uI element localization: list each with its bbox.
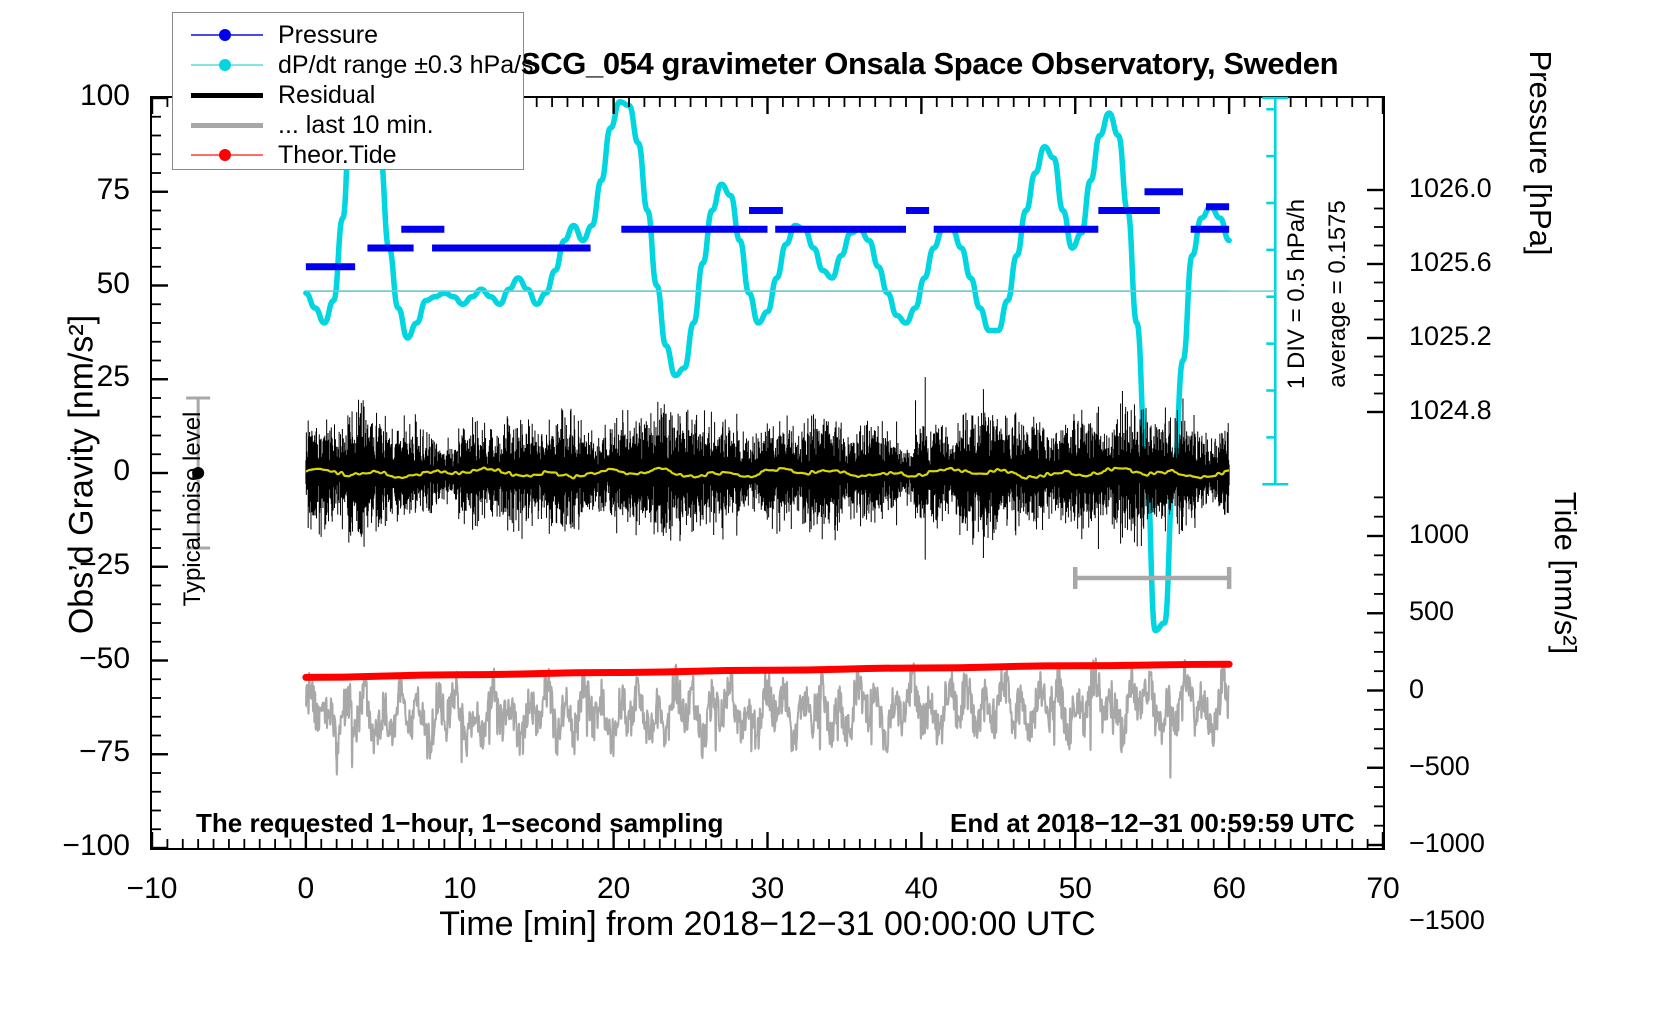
y-tick-label--25: −25 — [79, 547, 130, 581]
legend-item-theortide[interactable]: Theor.Tide — [173, 141, 523, 169]
x-tick-label-30: 30 — [750, 872, 785, 905]
x-tick-label-20: 20 — [596, 872, 631, 905]
tide-tick-label-0: 1000 — [1409, 519, 1470, 549]
x-tick-label-0: 0 — [297, 872, 315, 905]
legend-label-dpdt: dP/dt range ±0.3 hPa/s — [278, 50, 534, 79]
y-tick-label--50: −50 — [79, 641, 130, 675]
legend[interactable]: Pressure dP/dt range ±0.3 hPa/s Residual… — [172, 12, 534, 170]
legend-swatch-dpdt — [173, 55, 278, 75]
legend-label-pressure: Pressure — [278, 20, 379, 49]
x-axis-title: Time [min] from 2018−12−31 00:00:00 UTC — [439, 905, 1096, 943]
footer-note-left: The requested 1−hour, 1−second sampling — [196, 808, 724, 838]
legend-label-last10: ... last 10 min. — [278, 110, 434, 139]
legend-swatch-residual — [173, 85, 278, 105]
y-tick-label--75: −75 — [79, 735, 130, 769]
tide-tick-label-5: −1500 — [1409, 905, 1485, 936]
legend-item-residual[interactable]: Residual — [173, 81, 523, 109]
legend-label-residual: Residual — [278, 80, 376, 109]
pressure-tick-label-0: 1026.0 — [1409, 173, 1492, 203]
tide-tick-label-2: 0 — [1409, 673, 1425, 704]
x-tick-label-40: 40 — [904, 872, 939, 905]
x-tick-label-70: 70 — [1366, 872, 1400, 905]
x-tick-label-60: 60 — [1212, 872, 1246, 905]
plot-frame — [150, 96, 1385, 850]
legend-item-pressure[interactable]: Pressure — [173, 21, 523, 49]
tide-tick-label-3: −500 — [1409, 750, 1470, 781]
footer-note-right: End at 2018−12−31 00:59:59 UTC — [950, 808, 1355, 838]
x-tick-label-10: 10 — [443, 872, 477, 905]
typical-noise-level-annotation: Typical noise level — [173, 395, 213, 615]
average-annotation: average = 0.1575 — [1318, 180, 1358, 400]
legend-item-dpdt[interactable]: dP/dt range ±0.3 hPa/s — [173, 51, 534, 79]
legend-swatch-pressure — [173, 25, 278, 45]
x-tick-label-50: 50 — [1058, 872, 1092, 905]
y-tick-label-75: 75 — [96, 172, 130, 206]
y-tick-label-50: 50 — [96, 266, 130, 300]
legend-label-theortide: Theor.Tide — [278, 140, 397, 169]
pressure-tick-label-3: 1024.8 — [1409, 395, 1492, 425]
y-tick-label-25: 25 — [96, 360, 130, 394]
plot-area — [152, 98, 1383, 848]
legend-swatch-theortide — [173, 145, 278, 165]
tide-tick-label-4: −1000 — [1409, 828, 1485, 858]
legend-swatch-last10 — [173, 115, 278, 135]
pressure-tick-label-1: 1025.6 — [1409, 247, 1492, 277]
tide-tick-label-1: 500 — [1409, 596, 1455, 627]
plot-canvas — [186, 98, 1233, 779]
y-tick-label--100: −100 — [62, 829, 130, 862]
x-tick-label--10: −10 — [126, 872, 178, 905]
pressure-tick-label-2: 1025.2 — [1409, 321, 1492, 351]
y-tick-label-0: 0 — [113, 454, 130, 487]
div-scale-label: 1 DIV = 0.5 hPa/h — [1283, 198, 1310, 390]
chart-title: SCG_054 gravimeter Onsala Space Observat… — [520, 46, 1339, 81]
average-label: average = 0.1575 — [1324, 200, 1351, 388]
y-tick-label-100: 100 — [79, 79, 130, 112]
div-scale-annotation: 1 DIV = 0.5 hPa/h — [1277, 180, 1317, 400]
typical-noise-level-label: Typical noise level — [179, 411, 206, 607]
legend-item-last10[interactable]: ... last 10 min. — [173, 111, 523, 139]
